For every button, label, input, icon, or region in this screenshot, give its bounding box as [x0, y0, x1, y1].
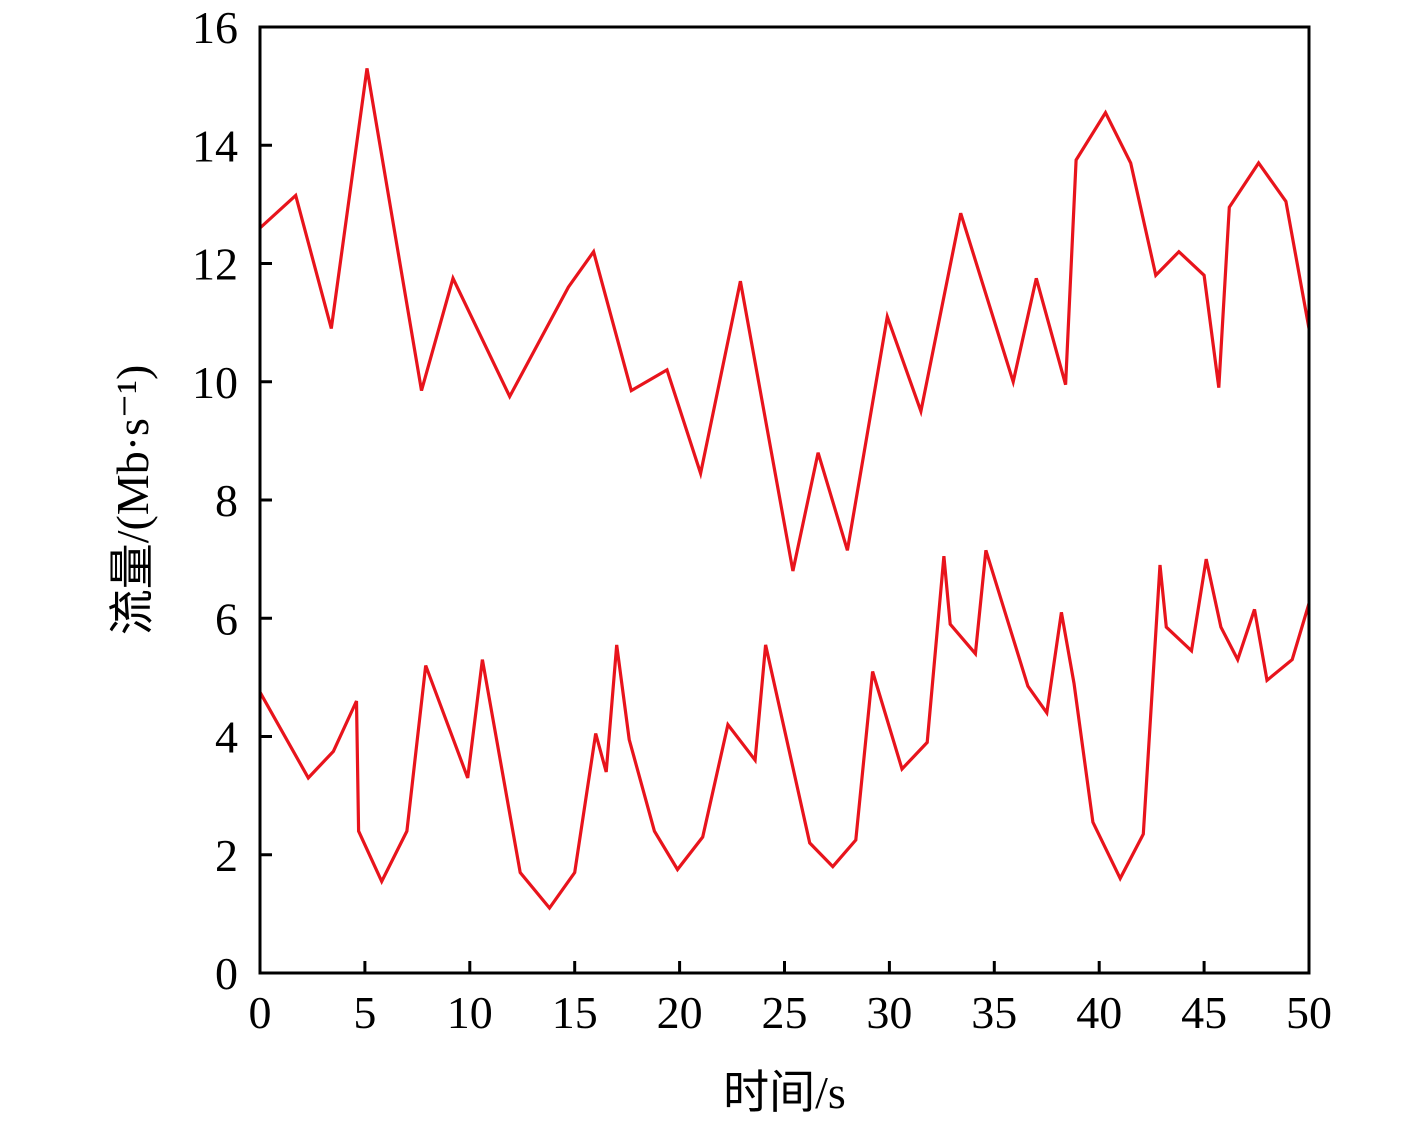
x-tick-label-5: 25 — [762, 987, 808, 1038]
series-layer — [258, 68, 1311, 911]
ticks: 0 5 10 15 20 25 30 35 40 45 50 0 2 4 6 8 10 12 14 16 — [192, 2, 1332, 1038]
y-tick-label-6: 12 — [192, 239, 238, 290]
x-tick-label-6: 30 — [866, 987, 912, 1038]
x-tick-label-9: 45 — [1181, 987, 1227, 1038]
x-tick-label-3: 15 — [552, 987, 598, 1038]
x-tick-label-2: 10 — [447, 987, 493, 1038]
series-line-2 — [258, 549, 1311, 911]
y-tick-label-7: 14 — [192, 120, 238, 171]
plot-frame — [258, 25, 1311, 975]
x-tick-label-10: 50 — [1286, 987, 1332, 1038]
y-tick-label-4: 8 — [215, 475, 238, 526]
y-tick-label-8: 16 — [192, 2, 238, 53]
x-tick-label-4: 20 — [657, 987, 703, 1038]
y-tick-label-1: 2 — [215, 830, 238, 881]
y-tick-label-2: 4 — [215, 712, 238, 763]
y-tick-label-0: 0 — [215, 948, 238, 999]
x-tick-label-8: 40 — [1076, 987, 1122, 1038]
y-tick-label-3: 6 — [215, 593, 238, 644]
series-line-1 — [258, 68, 1311, 572]
x-axis-label: 时间/s — [723, 1067, 846, 1118]
x-tick-label-7: 35 — [971, 987, 1017, 1038]
y-tick-label-5: 10 — [192, 357, 238, 408]
y-axis-label: 流量/(Mb·s⁻¹) — [107, 365, 158, 636]
x-tick-label-0: 0 — [249, 987, 272, 1038]
x-tick-label-1: 5 — [353, 987, 376, 1038]
